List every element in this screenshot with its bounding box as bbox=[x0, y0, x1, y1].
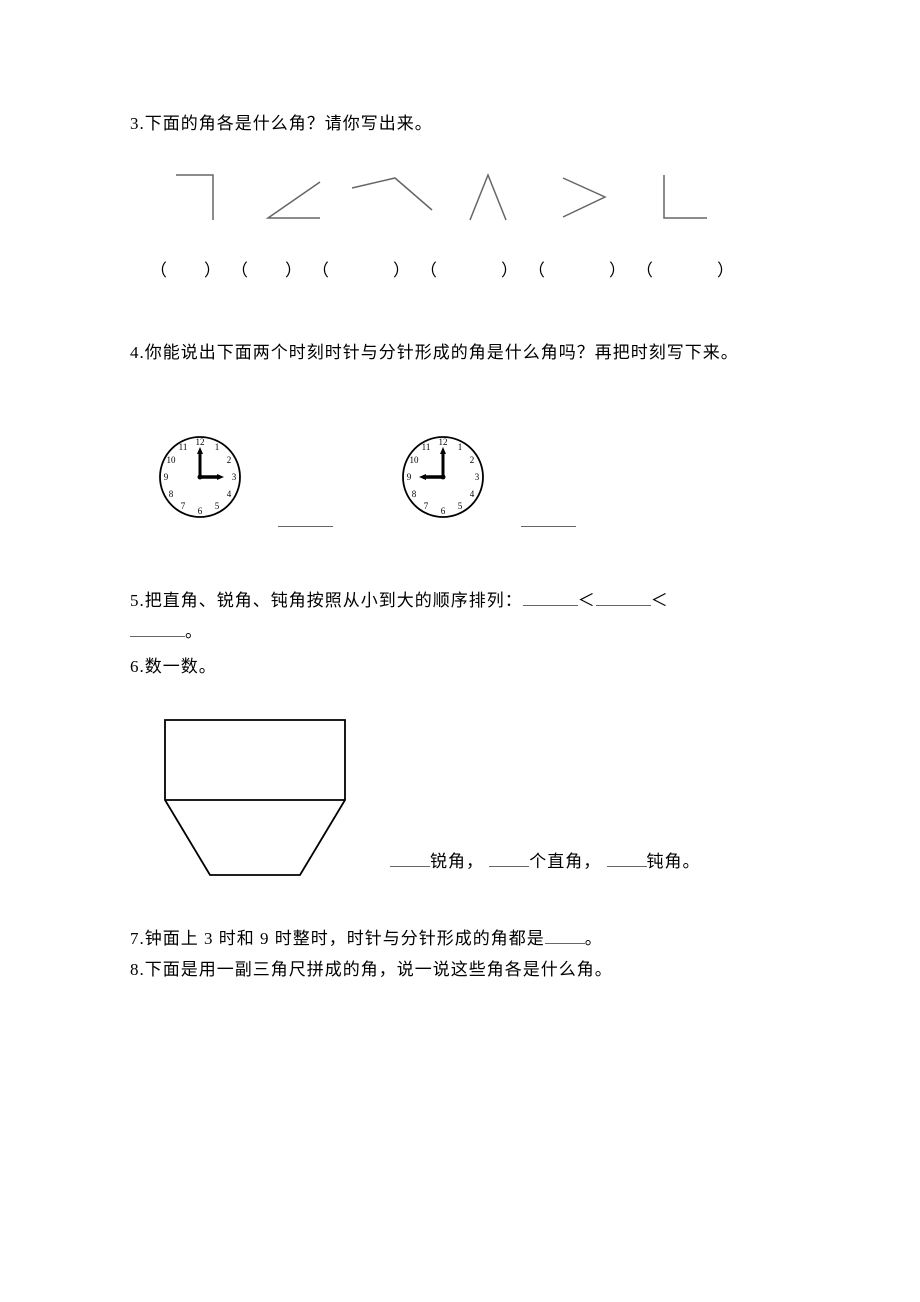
clock-1-blank bbox=[278, 513, 333, 527]
svg-text:2: 2 bbox=[470, 455, 475, 465]
svg-text:9: 9 bbox=[164, 472, 169, 482]
q7-suffix: 。 bbox=[585, 929, 603, 948]
q5-blank-1 bbox=[523, 592, 578, 606]
svg-text:12: 12 bbox=[196, 437, 205, 447]
q5-blank-3 bbox=[130, 623, 185, 637]
svg-text:10: 10 bbox=[410, 455, 420, 465]
clocks-row: 12 1 2 3 4 5 6 7 8 9 10 11 12 1 2 3 4 5 … bbox=[150, 427, 790, 527]
angle-4 bbox=[440, 170, 537, 225]
right-blank bbox=[489, 853, 529, 867]
svg-text:2: 2 bbox=[227, 455, 232, 465]
acute-label: 锐角， bbox=[430, 852, 484, 871]
clock-1: 12 1 2 3 4 5 6 7 8 9 10 11 bbox=[150, 427, 250, 527]
svg-text:3: 3 bbox=[232, 472, 237, 482]
svg-text:11: 11 bbox=[422, 442, 431, 452]
obtuse-blank bbox=[607, 853, 647, 867]
question-5-text: 5.把直角、锐角、钝角按照从小到大的顺序排列： ＜ ＜ bbox=[130, 587, 790, 614]
svg-text:7: 7 bbox=[181, 501, 186, 511]
q7-blank bbox=[545, 930, 585, 944]
right-label: 个直角， bbox=[529, 852, 601, 871]
q7-prefix: 7.钟面上 3 时和 9 时整时，时针与分针形成的角都是 bbox=[130, 929, 545, 948]
angles-row bbox=[150, 167, 730, 227]
question-8-text: 8.下面是用一副三角尺拼成的角，说一说这些角各是什么角。 bbox=[130, 956, 790, 983]
q5-line1: 5.把直角、锐角、钝角按照从小到大的顺序排列： bbox=[130, 591, 523, 610]
angle-1 bbox=[150, 170, 247, 225]
question-6-text: 6.数一数。 bbox=[130, 653, 790, 680]
svg-text:5: 5 bbox=[215, 501, 220, 511]
paren-6: （ ） bbox=[636, 257, 744, 284]
angle-6 bbox=[633, 170, 730, 225]
svg-text:6: 6 bbox=[441, 506, 446, 516]
svg-text:1: 1 bbox=[458, 442, 463, 452]
angle-2 bbox=[247, 170, 344, 225]
svg-text:10: 10 bbox=[167, 455, 177, 465]
shape-row: 锐角， 个直角， 钝角。 bbox=[150, 710, 790, 885]
svg-text:8: 8 bbox=[412, 489, 417, 499]
svg-text:12: 12 bbox=[439, 437, 448, 447]
q5-lt-1: ＜ bbox=[578, 591, 596, 610]
svg-text:4: 4 bbox=[470, 489, 475, 499]
angle-5 bbox=[537, 170, 634, 225]
svg-text:4: 4 bbox=[227, 489, 232, 499]
clock-2: 12 1 2 3 4 5 6 7 8 9 10 11 bbox=[393, 427, 493, 527]
paren-4: （ ） bbox=[420, 257, 528, 284]
paren-3: （ ） bbox=[312, 257, 420, 284]
paren-5: （ ） bbox=[528, 257, 636, 284]
pentagon-shape bbox=[150, 710, 360, 885]
q5-lt-2: ＜ bbox=[651, 591, 669, 610]
angle-3 bbox=[343, 170, 440, 225]
svg-text:3: 3 bbox=[475, 472, 480, 482]
clock-2-blank bbox=[521, 513, 576, 527]
svg-text:7: 7 bbox=[424, 501, 429, 511]
paren-2: （ ） bbox=[231, 257, 312, 284]
parens-row: （ ） （ ） （ ） （ ） （ ） （ ） bbox=[150, 257, 730, 284]
svg-text:9: 9 bbox=[407, 472, 412, 482]
q5-blank-2 bbox=[596, 592, 651, 606]
svg-text:5: 5 bbox=[458, 501, 463, 511]
question-7-text: 7.钟面上 3 时和 9 时整时，时针与分针形成的角都是 。 bbox=[130, 925, 790, 952]
question-4-text: 4.你能说出下面两个时刻时针与分针形成的角是什么角吗？再把时刻写下来。 bbox=[130, 339, 790, 366]
svg-text:11: 11 bbox=[179, 442, 188, 452]
svg-text:6: 6 bbox=[198, 506, 203, 516]
q5-end: 。 bbox=[185, 622, 203, 641]
obtuse-label: 钝角。 bbox=[647, 852, 701, 871]
shape-labels: 锐角， 个直角， 钝角。 bbox=[390, 848, 701, 885]
question-3-text: 3.下面的角各是什么角？请你写出来。 bbox=[130, 110, 790, 137]
paren-1: （ ） bbox=[150, 257, 231, 284]
question-5-cont: 。 bbox=[130, 618, 790, 645]
svg-text:8: 8 bbox=[169, 489, 174, 499]
acute-blank bbox=[390, 853, 430, 867]
svg-text:1: 1 bbox=[215, 442, 220, 452]
